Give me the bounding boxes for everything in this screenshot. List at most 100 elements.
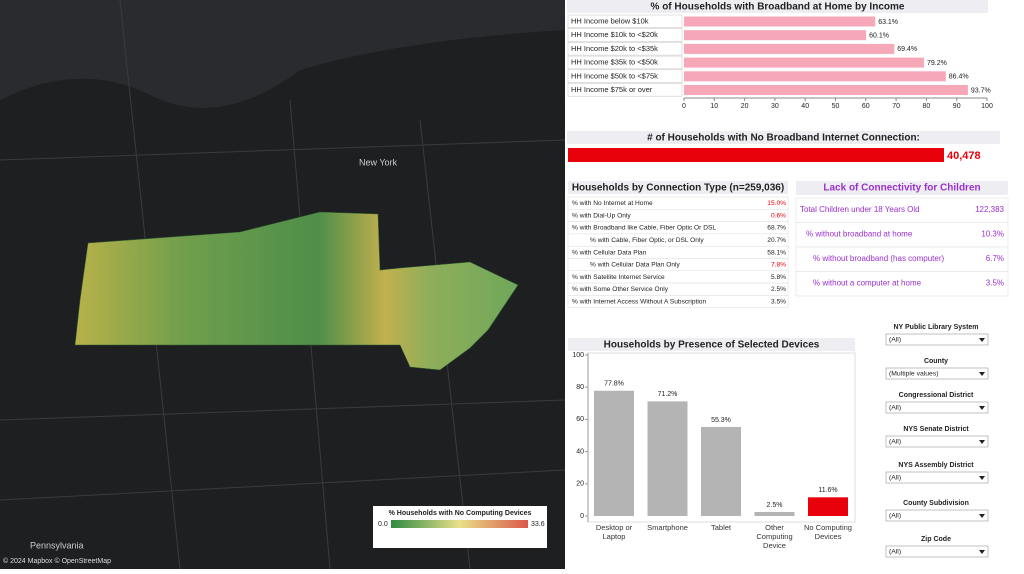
category-label: HH Income $10k to <$20k <box>571 30 658 39</box>
dropdown[interactable] <box>885 333 989 346</box>
dropdown-arrow[interactable] <box>979 514 985 518</box>
row-value: 2.5% <box>771 286 786 293</box>
dropdown[interactable] <box>885 401 989 414</box>
x-tick-label: 100 <box>981 103 993 110</box>
legend-max: 33.6 <box>531 521 545 528</box>
row <box>795 222 1009 248</box>
category-label: No Computing Devices <box>804 523 852 541</box>
row-label-box <box>567 69 683 83</box>
row-label: Total Children under 18 Years Old <box>800 205 920 214</box>
value-label: 77.8% <box>604 381 624 388</box>
row-value: 15.0% <box>767 200 786 207</box>
bar <box>684 71 946 82</box>
dropdown-value: (All) <box>889 439 901 446</box>
dropdown[interactable] <box>885 435 989 448</box>
dropdown-arrow[interactable] <box>979 440 985 444</box>
region[interactable] <box>74 211 519 371</box>
category-label: Other Computing Device <box>756 523 793 550</box>
row-label: % with Broadband like Cable, Fiber Optic… <box>572 225 716 232</box>
x-tick-label: 70 <box>892 103 900 110</box>
value-label: 55.3% <box>711 417 731 424</box>
dropdown[interactable] <box>885 509 989 522</box>
value-label: 63.1% <box>878 19 898 26</box>
category-label: HH Income $50k to <$75k <box>571 71 658 80</box>
row <box>567 295 789 308</box>
row-value: 122,383 <box>975 205 1004 214</box>
dropdown[interactable] <box>885 471 989 484</box>
big-number: 40,478 <box>947 150 981 162</box>
row-value: 68.7% <box>767 225 786 232</box>
y-tick-label: 20 <box>576 481 584 488</box>
category-label-box: Other Computing Device <box>756 523 793 550</box>
row-label: % with Some Other Service Only <box>572 286 669 293</box>
dropdown-arrow[interactable] <box>979 550 985 554</box>
category-label: HH Income $75k or over <box>571 85 653 94</box>
filter-label: County <box>924 358 948 365</box>
dropdown[interactable] <box>885 367 989 380</box>
row-label-box <box>567 42 683 56</box>
row <box>795 246 1009 272</box>
value-label: 60.1% <box>869 33 889 40</box>
row <box>795 271 1009 297</box>
lake <box>0 0 565 108</box>
bar <box>647 401 688 516</box>
value-label: 71.2% <box>658 391 678 398</box>
legend-gradient <box>391 520 528 528</box>
bar <box>754 511 795 516</box>
row-label-box <box>567 28 683 42</box>
dropdown[interactable] <box>885 545 989 558</box>
attribution: © 2024 Mapbox © OpenStreetMap <box>3 557 111 565</box>
x-tick-label: 0 <box>682 103 686 110</box>
header <box>568 181 788 194</box>
dropdown-arrow[interactable] <box>979 406 985 410</box>
y-tick-label: 60 <box>576 416 584 423</box>
value-label: 11.6% <box>818 487 837 494</box>
bar <box>808 497 848 516</box>
category-label: HH Income $20k to <$35k <box>571 44 658 53</box>
x-tick-label: 20 <box>741 103 749 110</box>
y-tick-label: 100 <box>572 352 584 359</box>
legend-min: 0.0 <box>378 521 388 528</box>
row-label-box <box>567 14 683 28</box>
row-value: 6.7% <box>986 254 1004 263</box>
header-title: # of Households with No Broadband Intern… <box>647 133 920 144</box>
category-label: Tablet <box>710 523 731 532</box>
header-title: % of Households with Broadband at Home b… <box>651 2 905 13</box>
row-value: 3.5% <box>986 279 1004 288</box>
row-value: 3.5% <box>771 298 786 305</box>
row-value: 20.7% <box>767 237 786 244</box>
row-label: % with No Internet at Home <box>572 200 653 207</box>
filter-label: Congressional District <box>899 392 974 399</box>
header-title: Households by Presence of Selected Devic… <box>604 340 820 351</box>
filter-label: County Subdivision <box>903 500 969 507</box>
value-label: 2.5% <box>767 502 783 509</box>
dropdown-value: (All) <box>889 475 901 482</box>
row-label: % with Cable, Fiber Optic, or DSL Only <box>590 237 704 244</box>
filter-label: NYS Assembly District <box>898 462 974 469</box>
row-value: 58.1% <box>767 249 786 256</box>
row-label: % without broadband (has computer) <box>813 254 945 263</box>
row-value: 0.6% <box>771 212 786 219</box>
row-value: 5.8% <box>771 274 786 281</box>
x-tick-label: 90 <box>953 103 961 110</box>
dropdown-value: (All) <box>889 405 901 412</box>
header <box>567 0 988 13</box>
row-label-box <box>567 55 683 70</box>
category-label-box: Desktop or Laptop <box>596 523 632 541</box>
header-title: Lack of Connectivity for Children <box>823 183 980 194</box>
dropdown-arrow[interactable] <box>979 338 985 342</box>
dropdown-arrow[interactable] <box>979 476 985 480</box>
category-label: HH Income $35k to <$50k <box>571 58 658 67</box>
x-tick-label: 10 <box>710 103 718 110</box>
filter-label: NYS Senate District <box>903 426 969 433</box>
dropdown-arrow[interactable] <box>979 372 985 376</box>
row-label: % without a computer at home <box>813 279 922 288</box>
filter-label: NY Public Library System <box>893 324 978 331</box>
dropdown-value: (All) <box>889 337 901 344</box>
map-label: Pennsylvania <box>30 540 84 550</box>
row-label: % with Internet Access Without A Subscri… <box>572 298 706 305</box>
y-tick-label: 80 <box>576 384 584 391</box>
dropdown-value: (All) <box>889 549 901 556</box>
row-value: 7.8% <box>771 262 786 269</box>
